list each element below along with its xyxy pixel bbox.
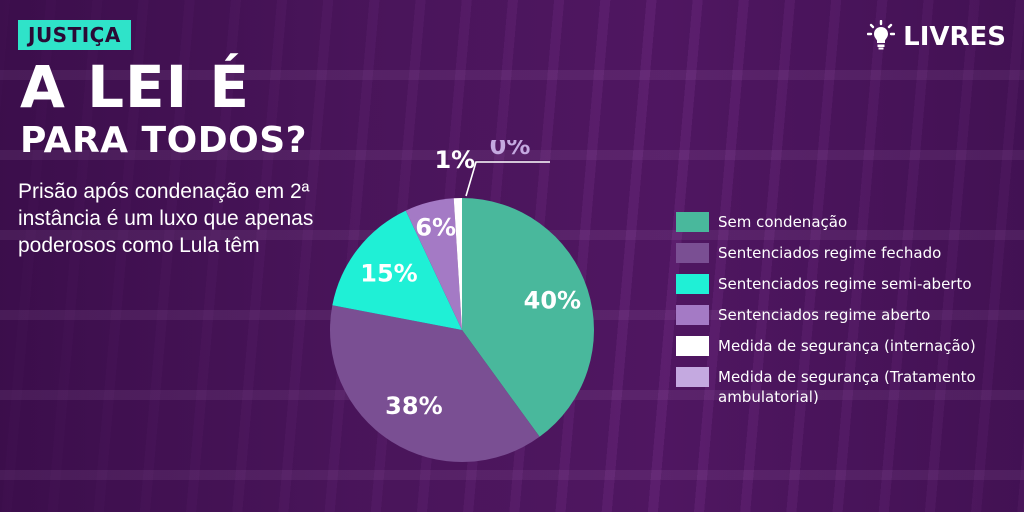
pie-label-medida-de-seguranca-internacao: 1% (434, 146, 475, 174)
pie-label-sentenciados-regime-fechado: 38% (385, 392, 442, 420)
headline-line2: PARA TODOS? (20, 120, 308, 161)
lightbulb-icon (866, 19, 896, 54)
brand-logo: LIVRES (866, 19, 1006, 54)
legend-swatch (676, 305, 709, 325)
pie-slice-sem-condenacao (462, 198, 594, 437)
chart-legend: Sem condenação Sentenciados regime fechad… (676, 212, 1016, 418)
legend-swatch (676, 336, 709, 356)
pie-label-sentenciados-regime-aberto: 6% (415, 214, 456, 242)
pie-chart: 40% 38% 15% 6% 1% 0% (330, 140, 594, 463)
legend-swatch (676, 274, 709, 294)
legend-label: Sem condenação (718, 213, 848, 231)
headline-line1: A LEI É (20, 53, 251, 121)
legend-label: Sentenciados regime aberto (718, 306, 931, 324)
legend-item: Medida de segurança (Tratamento ambulato… (676, 367, 1016, 407)
category-tag: JUSTIÇA (18, 20, 131, 50)
legend-label: Medida de segurança (internação) (718, 337, 976, 355)
legend-item: Sentenciados regime aberto (676, 305, 1016, 325)
pie-label-medida-de-seguranca-tratamento-ambulatorial: 0% (490, 140, 531, 160)
brand-name: LIVRES (903, 22, 1006, 52)
pie-leader-medida-de-seguranca-tratamento-ambulatorial (465, 161, 550, 197)
legend-item: Sem condenação (676, 212, 1016, 232)
pie-slice-sentenciados-regime-fechado (330, 305, 540, 463)
legend-label: Sentenciados regime fechado (718, 244, 942, 262)
pie-slice-sentenciados-regime-semi-aberto (332, 210, 462, 330)
legend-swatch (676, 243, 709, 263)
pie-label-sentenciados-regime-semi-aberto: 15% (360, 259, 417, 287)
legend-swatch (676, 367, 709, 387)
subtitle: Prisão após condenação em 2ª instância é… (18, 180, 314, 257)
pie-slice-medida-de-seguranca-internacao (453, 198, 462, 330)
pie-slice-sentenciados-regime-aberto (405, 198, 462, 330)
legend-item: Sentenciados regime fechado (676, 243, 1016, 263)
legend-item: Medida de segurança (internação) (676, 336, 1016, 356)
legend-item: Sentenciados regime semi-aberto (676, 274, 1016, 294)
legend-swatch (676, 212, 709, 232)
pie-label-sem-condenacao: 40% (524, 287, 581, 315)
legend-label: Sentenciados regime semi-aberto (718, 275, 972, 293)
legend-label: Medida de segurança (Tratamento ambulato… (718, 368, 976, 406)
